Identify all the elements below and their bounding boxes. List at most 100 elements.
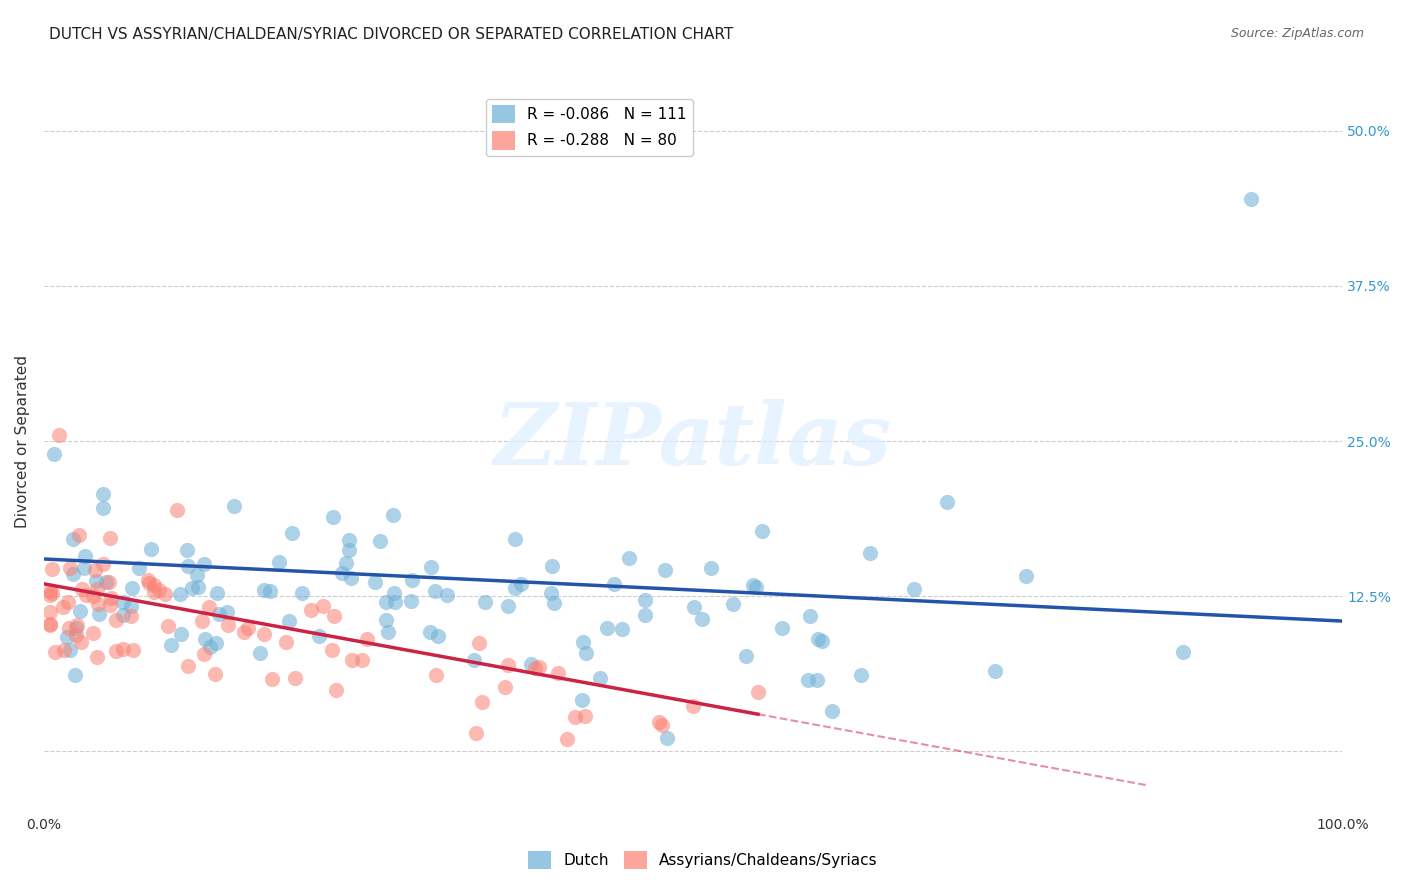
Assyrians/Chaldeans/Syriacs [52, 600, 75, 615]
Assyrians/Chaldeans/Syriacs [323, 609, 346, 624]
Dutch [572, 635, 595, 649]
Text: ZIPatlas: ZIPatlas [494, 400, 893, 483]
Dutch [498, 599, 520, 614]
Legend: Dutch, Assyrians/Chaldeans/Syriacs: Dutch, Assyrians/Chaldeans/Syriacs [522, 845, 884, 875]
Dutch [425, 584, 447, 599]
Assyrians/Chaldeans/Syriacs [39, 617, 62, 632]
Assyrians/Chaldeans/Syriacs [82, 589, 104, 603]
Dutch [128, 560, 150, 574]
Assyrians/Chaldeans/Syriacs [58, 560, 80, 574]
Dutch [63, 668, 86, 682]
Dutch [503, 533, 526, 547]
Assyrians/Chaldeans/Syriacs [136, 574, 159, 588]
Dutch [634, 607, 657, 622]
Assyrians/Chaldeans/Syriacs [651, 718, 673, 732]
Assyrians/Chaldeans/Syriacs [253, 626, 276, 640]
Assyrians/Chaldeans/Syriacs [682, 699, 704, 714]
Dutch [540, 585, 562, 599]
Assyrians/Chaldeans/Syriacs [465, 725, 488, 739]
Dutch [259, 584, 281, 599]
Dutch [503, 581, 526, 595]
Assyrians/Chaldeans/Syriacs [105, 613, 128, 627]
Assyrians/Chaldeans/Syriacs [58, 595, 80, 609]
Dutch [121, 581, 143, 595]
Dutch [364, 574, 387, 589]
Dutch [589, 672, 612, 686]
Dutch [193, 557, 215, 571]
Dutch [205, 585, 228, 599]
Dutch [181, 582, 204, 596]
Assyrians/Chaldeans/Syriacs [494, 680, 516, 694]
Dutch [177, 559, 200, 574]
Dutch [73, 561, 96, 575]
Assyrians/Chaldeans/Syriacs [52, 643, 75, 657]
Assyrians/Chaldeans/Syriacs [238, 621, 260, 635]
Assyrians/Chaldeans/Syriacs [574, 709, 596, 723]
Assyrians/Chaldeans/Syriacs [41, 586, 63, 600]
Dutch [543, 596, 565, 610]
Assyrians/Chaldeans/Syriacs [276, 635, 298, 649]
Assyrians/Chaldeans/Syriacs [39, 617, 62, 632]
Assyrians/Chaldeans/Syriacs [529, 660, 551, 674]
Dutch [612, 622, 634, 636]
Dutch [810, 634, 832, 648]
Dutch [657, 731, 679, 746]
Dutch [463, 653, 485, 667]
Assyrians/Chaldeans/Syriacs [177, 658, 200, 673]
Dutch [751, 524, 773, 538]
Assyrians/Chaldeans/Syriacs [39, 605, 62, 619]
Assyrians/Chaldeans/Syriacs [233, 624, 256, 639]
Assyrians/Chaldeans/Syriacs [104, 644, 127, 658]
Assyrians/Chaldeans/Syriacs [75, 588, 97, 602]
Dutch [169, 587, 191, 601]
Dutch [215, 605, 238, 619]
Assyrians/Chaldeans/Syriacs [97, 575, 120, 590]
Dutch [770, 621, 793, 635]
Dutch [91, 501, 114, 516]
Dutch [634, 593, 657, 607]
Dutch [377, 624, 399, 639]
Assyrians/Chaldeans/Syriacs [143, 585, 166, 599]
Dutch [903, 582, 925, 597]
Assyrians/Chaldeans/Syriacs [72, 582, 94, 596]
Dutch [849, 668, 872, 682]
Assyrians/Chaldeans/Syriacs [193, 647, 215, 661]
Dutch [322, 510, 344, 524]
Assyrians/Chaldeans/Syriacs [564, 710, 586, 724]
Dutch [474, 595, 496, 609]
Dutch [619, 551, 641, 566]
Dutch [806, 673, 828, 688]
Dutch [281, 525, 304, 540]
Assyrians/Chaldeans/Syriacs [70, 635, 93, 649]
Dutch [42, 447, 65, 461]
Dutch [401, 573, 423, 587]
Dutch [807, 632, 830, 647]
Assyrians/Chaldeans/Syriacs [648, 715, 671, 730]
Dutch [575, 646, 598, 660]
Dutch [198, 640, 221, 655]
Assyrians/Chaldeans/Syriacs [217, 617, 239, 632]
Assyrians/Chaldeans/Syriacs [340, 653, 363, 667]
Dutch [249, 646, 271, 660]
Dutch [111, 595, 134, 609]
Dutch [797, 673, 820, 687]
Assyrians/Chaldeans/Syriacs [98, 531, 121, 545]
Assyrians/Chaldeans/Syriacs [41, 561, 63, 575]
Assyrians/Chaldeans/Syriacs [48, 427, 70, 442]
Legend: R = -0.086   N = 111, R = -0.288   N = 80: R = -0.086 N = 111, R = -0.288 N = 80 [486, 98, 693, 155]
Dutch [384, 594, 406, 608]
Dutch [337, 533, 360, 547]
Assyrians/Chaldeans/Syriacs [260, 672, 283, 686]
Assyrians/Chaldeans/Syriacs [39, 583, 62, 598]
Y-axis label: Divorced or Separated: Divorced or Separated [15, 354, 30, 527]
Dutch [62, 532, 84, 546]
Dutch [339, 571, 361, 585]
Dutch [56, 630, 79, 644]
Dutch [699, 561, 721, 575]
Assyrians/Chaldeans/Syriacs [496, 658, 519, 673]
Dutch [420, 560, 443, 574]
Assyrians/Chaldeans/Syriacs [555, 732, 578, 747]
Dutch [799, 609, 821, 624]
Dutch [91, 487, 114, 501]
Assyrians/Chaldeans/Syriacs [547, 665, 569, 680]
